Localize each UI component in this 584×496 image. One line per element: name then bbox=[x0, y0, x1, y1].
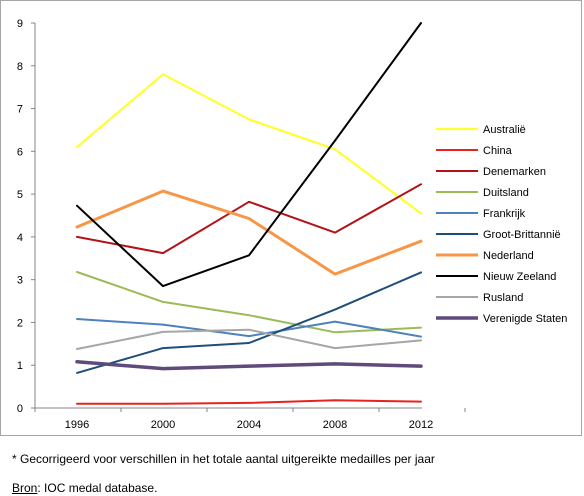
source-label: Bron bbox=[12, 481, 38, 495]
series-line bbox=[76, 328, 422, 350]
legend-label: Duitsland bbox=[483, 187, 529, 199]
series-line bbox=[76, 271, 422, 334]
legend-label: Nieuw Zeeland bbox=[483, 271, 556, 283]
chart-axes: 0 1 2 3 4 5 6 7 8 9 1996 2000 2004 2008 2012 bbox=[17, 18, 466, 431]
legend-label: Nederland bbox=[483, 250, 534, 262]
legend-label: Denemarken bbox=[483, 166, 546, 178]
x-tick-label: 2004 bbox=[237, 419, 261, 431]
series-line bbox=[76, 318, 422, 338]
series-line bbox=[76, 271, 422, 374]
source-note: Bron: IOC medal database. bbox=[12, 481, 157, 495]
legend-label: Frankrijk bbox=[483, 208, 526, 220]
chart-series bbox=[75, 22, 423, 405]
y-tick-label: 7 bbox=[17, 104, 23, 116]
y-tick-label: 9 bbox=[17, 18, 23, 30]
series-line bbox=[76, 22, 422, 288]
legend-label: China bbox=[483, 145, 513, 157]
x-tick-label: 2012 bbox=[409, 419, 433, 431]
y-tick-label: 5 bbox=[17, 189, 23, 201]
y-tick-label: 4 bbox=[17, 232, 23, 244]
y-tick-label: 2 bbox=[17, 317, 23, 329]
y-tick-label: 0 bbox=[17, 403, 23, 415]
legend-label: Groot-Brittannië bbox=[483, 229, 561, 241]
chart-area: 0 1 2 3 4 5 6 7 8 9 1996 2000 2004 2008 2012 Australië… bbox=[0, 0, 582, 436]
footnote: * Gecorrigeerd voor verschillen in het t… bbox=[12, 452, 435, 466]
legend-label: Verenigde Staten bbox=[483, 313, 567, 325]
series-line bbox=[75, 73, 423, 215]
y-tick-label: 8 bbox=[17, 61, 23, 73]
source-text: : IOC medal database. bbox=[37, 481, 158, 495]
series-line bbox=[75, 360, 423, 371]
chart-legend: Australië China Denemarken Duitsland Frankri… bbox=[436, 124, 567, 325]
x-tick-label: 2000 bbox=[151, 419, 175, 431]
y-tick-label: 1 bbox=[17, 360, 23, 372]
x-tick-label: 2008 bbox=[323, 419, 347, 431]
legend-label: Australië bbox=[483, 124, 526, 136]
y-tick-label: 6 bbox=[17, 146, 23, 158]
series-line bbox=[76, 183, 422, 255]
y-tick-label: 3 bbox=[17, 275, 23, 287]
line-chart: 0 1 2 3 4 5 6 7 8 9 1996 2000 2004 2008 2012 Australië… bbox=[17, 18, 568, 431]
x-tick-label: 1996 bbox=[65, 419, 89, 431]
legend-label: Rusland bbox=[483, 292, 523, 304]
series-line bbox=[76, 399, 422, 405]
series-line bbox=[75, 189, 423, 276]
